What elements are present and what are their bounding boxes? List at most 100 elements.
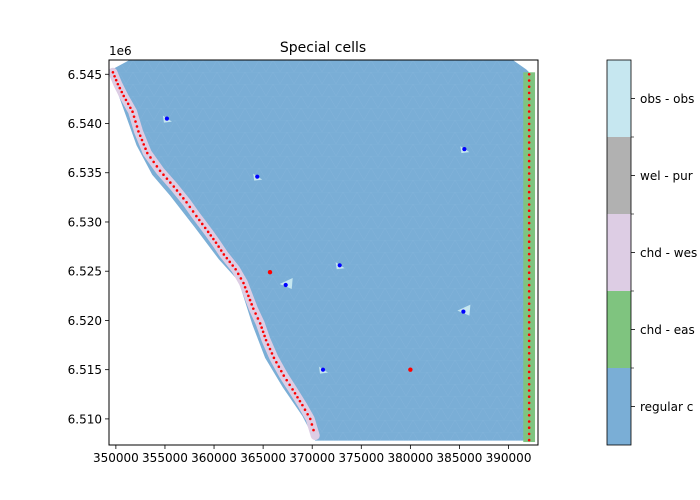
x-tick-label: 385000	[437, 451, 483, 465]
chd-west-cell-marker	[169, 181, 172, 184]
chd-east-cell-marker	[527, 79, 531, 82]
y-offset-label: 1e6	[109, 44, 132, 58]
colorbar-segment	[607, 60, 631, 137]
chd-east-cell-marker	[527, 401, 531, 405]
chd-east-cell-marker	[527, 327, 531, 330]
chd-east-cell-marker	[527, 73, 531, 76]
chd-east-cell-marker	[527, 308, 531, 312]
chd-west-cell-marker	[144, 147, 147, 151]
chd-west-cell-marker	[132, 115, 136, 118]
colorbar-label: wel - pur	[640, 169, 693, 183]
chd-east-cell-marker	[527, 172, 531, 175]
chd-west-cell-marker	[165, 177, 169, 180]
chd-east-cell-marker	[527, 203, 531, 206]
chd-east-cell-marker	[527, 234, 531, 237]
chd-east-cell-marker	[527, 178, 531, 182]
chd-east-cell-marker	[527, 246, 531, 250]
chd-west-cell-marker	[263, 334, 266, 338]
plot-area	[109, 60, 536, 443]
chd-west-cell-marker	[142, 143, 146, 146]
chd-west-cell-marker	[250, 303, 253, 306]
x-axis: 350000 355000 360000 365000 370000 375000 3800…	[93, 445, 531, 465]
chd-west-cell-marker	[111, 71, 115, 74]
chd-east-cell-marker	[527, 376, 531, 380]
marker-layer	[111, 71, 531, 442]
special-cell-marker	[267, 269, 273, 275]
colorbar-segment	[607, 368, 631, 445]
chd-east-cell-marker	[527, 159, 531, 163]
chd-east-cell-marker	[527, 104, 531, 107]
chd-west-cell-marker	[118, 86, 122, 90]
chd-west-cell-marker	[293, 392, 297, 395]
observation-marker	[283, 282, 288, 288]
chd-east-cell-marker	[527, 438, 531, 442]
chd-west-cell-marker	[203, 226, 207, 230]
chd-east-cell-marker	[527, 122, 531, 126]
chd-east-cell-marker	[527, 364, 531, 368]
chd-west-cell-marker	[155, 165, 159, 168]
y-tick-label: 6.515	[68, 363, 102, 377]
well-marker	[164, 116, 170, 121]
colorbar-segment	[607, 214, 631, 291]
chd-east-cell-marker	[527, 153, 531, 157]
chd-west-cell-marker	[200, 222, 204, 226]
chd-west-cell-marker	[279, 369, 283, 373]
y-tick-label: 6.520	[68, 314, 102, 328]
y-tick-label: 6.545	[68, 68, 102, 82]
chd-west-cell-marker	[182, 197, 185, 200]
observation-marker	[461, 309, 466, 314]
chd-west-cell-marker	[158, 169, 162, 173]
chd-east-cell-marker	[527, 166, 531, 169]
chd-west-cell-marker	[129, 106, 132, 110]
colorbar-label: regular c	[640, 400, 693, 414]
chd-east-cell-marker	[527, 383, 531, 386]
chd-east-cell-marker	[527, 296, 531, 299]
colorbar-label: chd - eas	[640, 323, 695, 337]
colorbar-segment	[607, 137, 631, 214]
chd-east-cell-marker	[527, 321, 531, 324]
chd-west-cell-marker	[206, 230, 210, 234]
chd-east-cell-marker	[527, 414, 531, 417]
chd-west-cell-marker	[135, 125, 139, 128]
x-tick-label: 375000	[338, 451, 384, 465]
colorbar-label: obs - obs	[640, 92, 694, 106]
chd-west-cell-marker	[124, 98, 128, 102]
chd-west-cell-marker	[288, 383, 291, 387]
chd-west-cell-marker	[256, 317, 260, 320]
chd-west-cell-marker	[231, 264, 234, 267]
chd-east-cell-marker	[527, 85, 531, 89]
chd-west-cell-marker	[282, 374, 286, 377]
chd-east-cell-marker	[527, 370, 531, 374]
chd-west-cell-marker	[195, 214, 198, 218]
x-tick-label: 350000	[93, 451, 139, 465]
chd-west-cell-marker	[301, 403, 304, 407]
chd-west-cell-marker	[217, 245, 220, 248]
chd-west-cell-marker	[137, 130, 140, 133]
chd-west-cell-marker	[172, 185, 176, 188]
chd-west-cell-marker	[254, 312, 257, 315]
chd-west-cell-marker	[272, 356, 276, 360]
chd-west-cell-marker	[191, 210, 195, 213]
chd-west-cell-marker	[131, 110, 134, 113]
chd-west-cell-marker	[149, 156, 152, 159]
chd-west-cell-marker	[306, 413, 309, 416]
x-tick-label: 365000	[240, 451, 286, 465]
chd-east-cell-marker	[527, 184, 531, 188]
chd-east-cell-marker	[527, 240, 531, 244]
chd-west-cell-marker	[264, 338, 268, 342]
chd-west-cell-marker	[222, 253, 226, 256]
chd-west-cell-marker	[140, 138, 144, 142]
chd-west-cell-marker	[239, 277, 243, 280]
chd-west-cell-marker	[225, 256, 229, 260]
x-tick-label: 355000	[142, 451, 188, 465]
chd-west-cell-marker	[248, 298, 252, 302]
x-tick-label: 380000	[387, 451, 433, 465]
well-marker	[337, 263, 342, 268]
chd-east-cell-marker	[527, 407, 531, 411]
y-tick-label: 6.525	[68, 265, 102, 279]
chd-east-cell-marker	[527, 252, 531, 256]
chd-west-cell-marker	[252, 307, 255, 310]
chd-east-cell-marker	[527, 277, 531, 281]
chd-west-cell-marker	[120, 90, 124, 94]
